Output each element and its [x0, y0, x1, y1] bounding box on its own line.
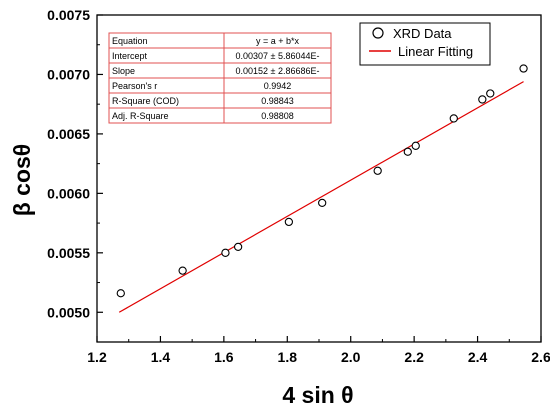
data-point	[373, 166, 382, 175]
data-point	[411, 141, 420, 150]
x-tick-label: 1.2	[87, 349, 107, 365]
y-tick-label: 0.0050	[47, 304, 90, 320]
stats-table: Equation y = a + b*x Intercept 0.00307 ± 5.…	[108, 32, 332, 124]
x-tick-label: 1.8	[278, 349, 298, 365]
data-point	[403, 147, 412, 156]
data-point	[221, 248, 230, 257]
x-tick-label: 2.4	[468, 349, 488, 365]
data-point	[478, 95, 487, 104]
stats-label: Slope	[112, 66, 135, 76]
stats-label: Intercept	[112, 51, 148, 61]
stats-value: 0.00152 ± 2.86686E-	[235, 66, 319, 76]
x-tick-label: 2.0	[341, 349, 361, 365]
data-points	[116, 64, 528, 298]
x-tick-label: 2.6	[531, 349, 550, 365]
data-point	[519, 64, 528, 73]
stats-label: Pearson's r	[112, 81, 157, 91]
x-tick-label: 1.4	[151, 349, 171, 365]
stats-label: Adj. R-Square	[112, 111, 169, 121]
y-tick-label: 0.0065	[47, 126, 90, 142]
x-tick-label: 2.2	[404, 349, 424, 365]
stats-value: y = a + b*x	[256, 36, 300, 46]
legend-label-xrd: XRD Data	[393, 26, 452, 41]
legend-label-fit: Linear Fitting	[398, 44, 473, 59]
stats-value: 0.00307 ± 5.86044E-	[235, 51, 319, 61]
y-tick-label: 0.0070	[47, 66, 90, 82]
data-point	[233, 242, 243, 252]
y-tick-label: 0.0055	[47, 245, 90, 261]
data-point	[284, 217, 294, 227]
x-tick-label: 1.6	[214, 349, 234, 365]
data-point	[116, 289, 125, 298]
data-point	[178, 266, 187, 275]
x-axis-title: 4 sin θ	[282, 382, 353, 408]
data-point	[486, 89, 495, 98]
y-tick-label: 0.0060	[47, 185, 90, 201]
stats-label: Equation	[112, 36, 148, 46]
y-tick-label: 0.0075	[47, 7, 90, 23]
legend: XRD Data Linear Fitting	[359, 22, 491, 66]
stats-value: 0.98843	[261, 96, 294, 106]
x-ticks: 1.2 1.4 1.6 1.8 2.0 2.2 2.4 2.6	[87, 336, 550, 365]
y-axis-title: β cosθ	[9, 144, 35, 217]
stats-value: 0.98808	[261, 111, 294, 121]
stats-value: 0.9942	[264, 81, 292, 91]
y-ticks: 0.0050 0.0055 0.0060 0.0065 0.0070 0.0075	[47, 7, 103, 320]
data-point	[449, 114, 458, 123]
data-point	[318, 198, 327, 208]
stats-label: R-Square (COD)	[112, 96, 179, 106]
legend-marker-xrd	[372, 27, 384, 39]
